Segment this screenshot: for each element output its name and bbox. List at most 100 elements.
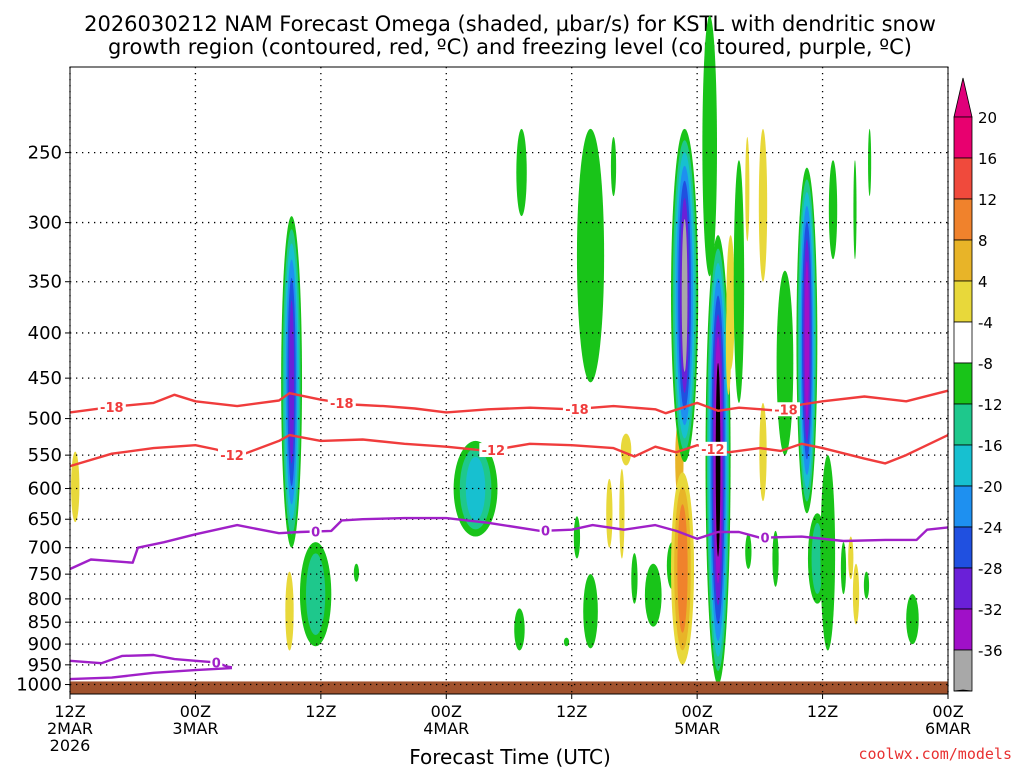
colorbar-top-triangle <box>953 77 973 118</box>
y-tick-label-700: 700 <box>28 538 62 559</box>
y-tick-label-400: 400 <box>28 323 62 344</box>
x-tick-label-48: 12Z <box>556 702 587 721</box>
omega-region-21-band-6 <box>681 219 688 372</box>
contour-label-0-1: -18 <box>330 397 354 412</box>
contour-label-bg-0-3 <box>771 402 800 417</box>
y-tick-label-850: 850 <box>28 612 62 633</box>
x-tick-label-24: 12Z <box>305 702 336 721</box>
omega-region-10-band-0 <box>573 516 581 559</box>
contour-label-0-0: -18 <box>100 401 124 416</box>
colorbar-bottom-triangle <box>953 689 973 692</box>
y-tick-label-600: 600 <box>28 479 62 500</box>
omega-region-42-band-0 <box>868 128 872 197</box>
omega-region-8-band-0 <box>514 608 525 651</box>
omega-region-20-band-2 <box>677 504 688 633</box>
omega-region-25-band-0 <box>726 235 735 370</box>
plot-area: -18 -18 -18 -18 -12 -12 -12 0 0 0 0 <box>69 15 949 695</box>
colorbar-swatch-12 <box>953 608 973 651</box>
contour-label-2-1: 0 <box>541 525 550 540</box>
contour-line-4 <box>69 666 233 681</box>
omega-region-5-band-2 <box>465 456 486 521</box>
x-tick-label-84: 00Z 6MAR <box>925 702 971 738</box>
colorbar-label-8: -16 <box>978 437 1003 455</box>
contour-label-3-0: 0 <box>212 656 221 671</box>
contour-label-bg-0-2 <box>562 401 591 416</box>
terrain-surface <box>70 681 948 694</box>
colorbar-swatch-0 <box>953 116 973 159</box>
chart-title-line-1: 2026030212 NAM Forecast Omega (shaded, µ… <box>84 12 936 36</box>
omega-region-33-band-6 <box>804 261 810 420</box>
y-tick-label-950: 950 <box>28 655 62 676</box>
colorbar-swatch-1 <box>953 157 973 200</box>
omega-region-41-band-0 <box>863 571 870 599</box>
omega-region-35-band-0 <box>820 455 836 651</box>
y-tick-label-500: 500 <box>28 409 62 430</box>
x-tick-label-12: 00Z 3MAR <box>172 702 218 738</box>
omega-region-6-band-0 <box>516 128 527 217</box>
contour-label-bg-2-1 <box>539 523 552 538</box>
omega-region-27-band-0 <box>745 533 752 569</box>
omega-region-23-band-7 <box>715 362 721 557</box>
omega-region-43-band-0 <box>906 594 919 645</box>
omega-region-39-band-0 <box>853 160 857 260</box>
y-axis-ticks: 2503003504004505005506006507007508008509… <box>16 143 70 696</box>
colorbar-swatch-6 <box>953 362 973 405</box>
colorbar-label-6: -8 <box>978 355 993 373</box>
omega-region-30-band-0 <box>759 402 767 502</box>
colorbar-swatch-10 <box>953 526 973 569</box>
omega-region-4-band-0 <box>353 563 360 582</box>
colorbar-label-7: -12 <box>978 396 1003 414</box>
omega-region-40-band-0 <box>852 563 860 625</box>
omega-region-13-band-0 <box>583 574 598 649</box>
credit-text: coolwx.com/models <box>858 745 1012 763</box>
contour-label-bg-2-0 <box>309 524 322 539</box>
omega-region-11-band-0 <box>610 136 617 197</box>
y-tick-label-250: 250 <box>28 143 62 164</box>
y-tick-label-550: 550 <box>28 445 62 466</box>
contour-label-bg-1-0 <box>218 447 247 462</box>
omega-region-0-band-0 <box>71 451 80 523</box>
colorbar-label-10: -24 <box>978 519 1003 537</box>
omega-region-3-band-0 <box>285 571 294 651</box>
contour-label-1-0: -12 <box>220 449 244 464</box>
y-tick-label-750: 750 <box>28 564 62 585</box>
colorbar-swatch-8 <box>953 444 973 487</box>
y-tick-label-350: 350 <box>28 272 62 293</box>
colorbar-label-3: 8 <box>978 232 988 250</box>
contour-label-1-1: -12 <box>482 444 506 459</box>
omega-region-26-band-0 <box>733 160 745 403</box>
colorbar-swatch-13 <box>953 649 973 692</box>
contour-label-0-2: -18 <box>565 403 589 418</box>
y-tick-label-450: 450 <box>28 368 62 389</box>
omega-region-16-band-0 <box>631 553 638 604</box>
colorbar-swatch-11 <box>953 567 973 610</box>
x-tick-label-60: 00Z 5MAR <box>674 702 720 738</box>
contour-label-bg-1-1 <box>479 443 508 458</box>
omega-region-17-band-0 <box>644 563 662 627</box>
contour-label-bg-1-2 <box>698 441 727 456</box>
colorbar-swatch-3 <box>953 239 973 282</box>
plot-frame <box>69 66 949 695</box>
colorbar-label-5: -4 <box>978 314 993 332</box>
colorbar-swatch-2 <box>953 198 973 241</box>
temperature-contours: -18 -18 -18 -18 -12 -12 -12 0 0 0 0 <box>69 389 949 681</box>
contour-line-3 <box>69 653 233 669</box>
omega-region-29-band-0 <box>758 128 768 282</box>
omega-region-37-band-0 <box>848 536 854 580</box>
x-tick-label-36: 00Z 4MAR <box>423 702 469 738</box>
colorbar-swatch-5 <box>953 321 973 364</box>
omega-region-1-band-5 <box>289 300 295 464</box>
omega-region-34-band-1 <box>811 523 824 594</box>
omega-region-15-band-0 <box>619 468 625 559</box>
omega-region-9-band-0 <box>576 128 605 383</box>
omega-region-12-band-0 <box>606 478 613 548</box>
x-axis-ticks: 12Z 2MAR 2026 00Z 3MAR 12Z 00Z 4MAR 12Z 00Z 5MAR 12… <box>47 694 971 755</box>
omega-region-31-band-0 <box>776 270 794 456</box>
colorbar-label-13: -36 <box>978 642 1003 660</box>
chart-title-line-2: growth region (contoured, red, ºC) and f… <box>108 35 912 59</box>
colorbar-label-2: 12 <box>978 191 997 209</box>
colorbar-swatch-9 <box>953 485 973 528</box>
colorbar-label-11: -28 <box>978 560 1003 578</box>
y-tick-label-650: 650 <box>28 509 62 530</box>
omega-colorbar: 20 16 12 8 4 -4 -8 -12 -16 -20 -24 -28 -32 -36 <box>953 77 1003 692</box>
